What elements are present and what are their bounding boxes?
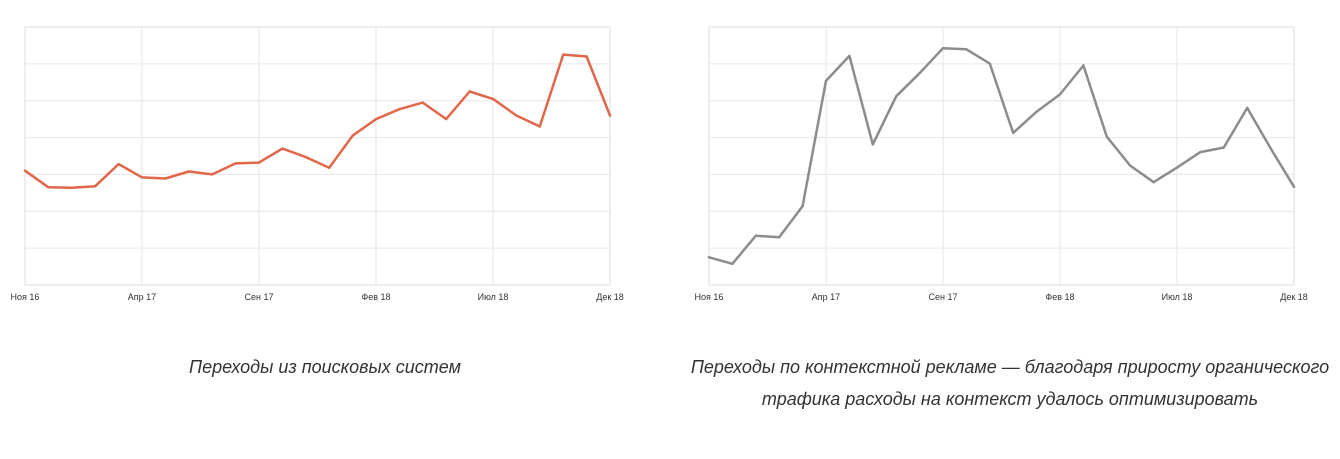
context-x-tick-label: Апр 17: [812, 292, 840, 302]
context-x-tick-label: Июл 18: [1162, 292, 1193, 302]
search-point: [140, 176, 144, 179]
search-point: [304, 155, 307, 159]
context-x-tick-label: Фев 18: [1045, 292, 1074, 302]
context-ads-panel: Ноя 16 Апр 17 Сен 17 Фев 18 Июл 18 Дек 18 Пер…: [680, 0, 1340, 459]
search-point: [491, 97, 495, 101]
search-point: [164, 177, 167, 180]
context-point: [1292, 185, 1296, 188]
search-x-tick-label: Июл 18: [478, 292, 509, 302]
context-point: [1012, 131, 1015, 135]
context-ads-chart: Ноя 16 Апр 17 Сен 17 Фев 18 Июл 18 Дек 18: [695, 26, 1308, 302]
search-x-tick-label: Фев 18: [361, 292, 390, 302]
search-point: [70, 186, 74, 189]
search-point: [234, 162, 237, 165]
context-point: [754, 234, 757, 237]
context-point: [1058, 93, 1062, 96]
search-point: [187, 170, 190, 173]
search-plot-frame: [24, 26, 611, 286]
search-point: [515, 114, 518, 117]
search-point: [421, 101, 424, 104]
context-point: [1129, 164, 1132, 167]
search-point: [351, 134, 354, 137]
context-x-tick-label: Сен 17: [929, 292, 958, 302]
search-traffic-chart: Ноя 16 Апр 17 Сен 17 Фев 18 Июл 18 Дек 18: [11, 26, 624, 302]
context-series-line: [707, 46, 1296, 266]
search-point: [23, 169, 27, 172]
context-point: [1035, 110, 1038, 113]
context-point: [941, 47, 945, 50]
search-point: [445, 117, 448, 121]
search-x-tick-label: Дек 18: [596, 292, 624, 302]
context-point: [848, 54, 851, 58]
context-point: [1082, 64, 1085, 67]
search-traffic-caption: Переходы из поисковых систем: [189, 357, 461, 377]
search-x-tick-label: Сен 17: [245, 292, 274, 302]
context-x-tick-label: Ноя 16: [695, 292, 724, 302]
context-point: [1269, 147, 1272, 150]
search-point: [538, 125, 541, 128]
search-point: [117, 162, 120, 166]
search-point: [257, 161, 261, 164]
search-point: [374, 117, 378, 121]
search-point: [585, 55, 588, 58]
context-point: [918, 72, 921, 75]
search-point: [281, 147, 284, 150]
context-point: [1199, 150, 1202, 154]
context-point: [871, 143, 874, 146]
search-series-line: [23, 53, 612, 189]
context-point: [731, 262, 734, 265]
search-point: [468, 90, 471, 93]
context-point: [778, 236, 781, 239]
search-point: [94, 185, 97, 188]
search-point: [47, 186, 50, 189]
context-point: [895, 95, 898, 98]
context-x-tick-label: Дек 18: [1280, 292, 1308, 302]
search-point: [328, 166, 331, 169]
context-point: [824, 79, 828, 83]
context-point: [965, 48, 968, 51]
search-traffic-panel: Ноя 16 Апр 17 Сен 17 Фев 18 Июл 18 Дек 18 Пер…: [0, 0, 660, 459]
context-point: [801, 204, 804, 208]
context-point: [707, 256, 711, 259]
search-point: [562, 53, 565, 56]
context-point: [1222, 146, 1225, 149]
context-point: [1152, 181, 1155, 184]
search-point: [398, 108, 401, 111]
context-point: [988, 62, 991, 65]
context-plot-frame: [708, 26, 1295, 286]
context-point: [1246, 106, 1249, 110]
search-point: [211, 173, 214, 176]
context-ads-caption: Переходы по контекстной рекламе — благод…: [690, 357, 1330, 409]
search-point: [608, 114, 612, 117]
search-x-tick-label: Ноя 16: [11, 292, 40, 302]
search-x-tick-label: Апр 17: [128, 292, 156, 302]
context-point: [1105, 135, 1108, 138]
context-point: [1175, 166, 1179, 169]
